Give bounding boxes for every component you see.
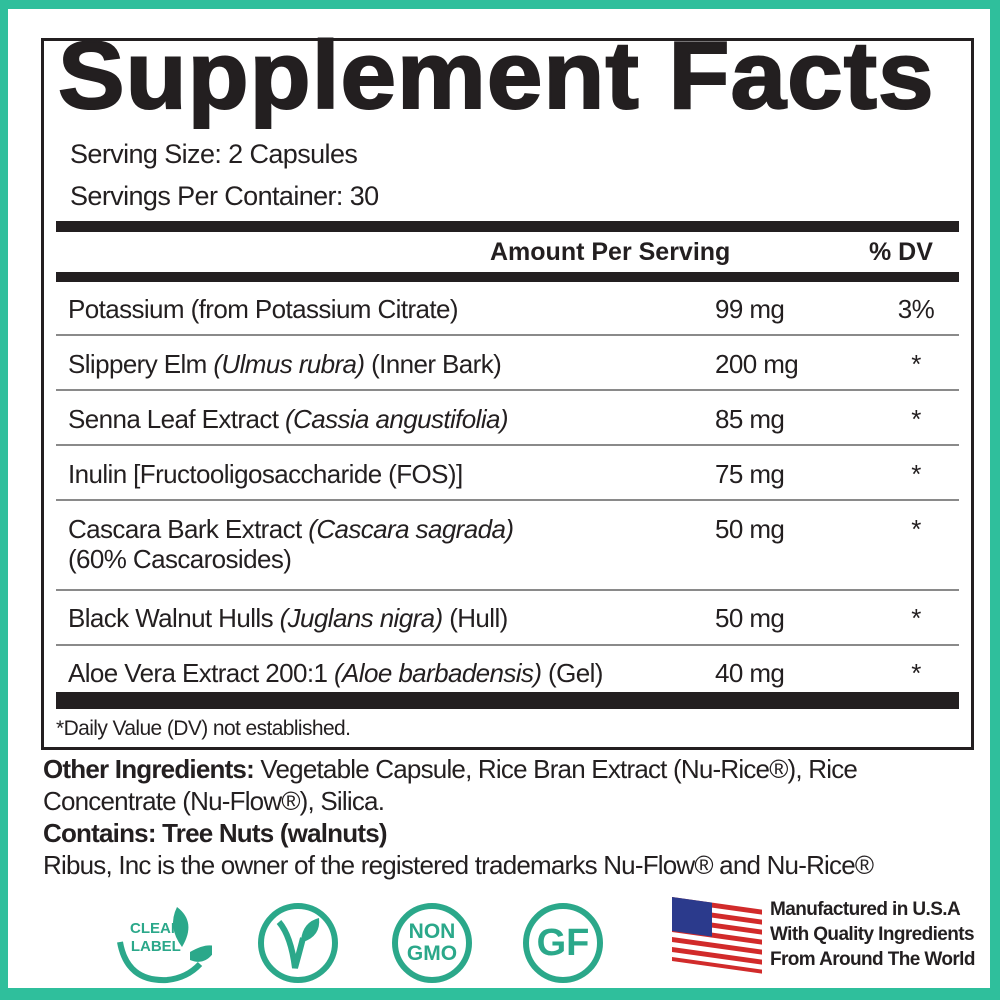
label-page: Supplement Facts Serving Size: 2 Capsule… — [8, 9, 990, 988]
row-divider — [56, 644, 959, 646]
trademark-notice: Ribus, Inc is the owner of the registere… — [43, 850, 874, 880]
non-gmo-badge: NON GMO — [392, 903, 472, 983]
footnote: *Daily Value (DV) not established. — [56, 717, 351, 740]
gmo-text: GMO — [406, 942, 458, 965]
ingredient-name: Inulin [Fructooligosaccharide (FOS)] — [68, 459, 463, 489]
ingredient-dv: 3% — [897, 294, 935, 324]
divider-thick — [56, 272, 959, 282]
divider-thick — [56, 221, 959, 232]
other-ingredients: Other Ingredients: Vegetable Capsule, Ri… — [43, 754, 858, 784]
ingredient-dv: * — [911, 658, 921, 688]
amount-header: Amount Per Serving — [490, 238, 731, 266]
ingredient-amount: 200 mg — [715, 349, 799, 379]
ingredient-name: Aloe Vera Extract 200:1 (Aloe barbadensi… — [68, 658, 603, 688]
ingredient-amount: 50 mg — [715, 514, 785, 544]
ingredient-name: Black Walnut Hulls (Juglans nigra) (Hull… — [68, 603, 508, 633]
row-divider — [56, 499, 959, 501]
gluten-free-badge: GF — [523, 903, 603, 983]
ingredient-amount: 99 mg — [715, 294, 785, 324]
vegan-badge — [258, 903, 338, 983]
ingredient-dv: * — [911, 603, 921, 633]
ingredient-dv: * — [911, 349, 921, 379]
ingredient-dv: * — [911, 514, 921, 544]
ingredient-amount: 50 mg — [715, 603, 785, 633]
v-leaf-icon — [276, 917, 320, 969]
serving-size: Serving Size: 2 Capsules — [70, 139, 358, 169]
other-ingredients-text: Vegetable Capsule, Rice Bran Extract (Nu… — [253, 754, 858, 784]
ingredient-amount: 75 mg — [715, 459, 785, 489]
row-divider — [56, 444, 959, 446]
servings-per-container: Servings Per Container: 30 — [70, 181, 379, 211]
allergen-statement: Contains: Tree Nuts (walnuts) — [43, 818, 388, 848]
ingredient-name: Cascara Bark Extract (Cascara sagrada) (6… — [68, 514, 514, 574]
usa-line: From Around The World — [770, 949, 975, 970]
non-text: NON — [408, 920, 456, 943]
other-ingredients-line2: Concentrate (Nu-Flow®), Silica. — [43, 786, 385, 816]
clean-label-icon: CLEAN LABEL — [112, 902, 217, 987]
made-in-usa-text: Manufactured in U.S.A With Quality Ingre… — [770, 897, 975, 972]
ingredient-name: Potassium (from Potassium Citrate) — [68, 294, 459, 324]
ingredient-name: Senna Leaf Extract (Cassia angustifolia) — [68, 404, 509, 434]
divider-thick — [56, 692, 959, 709]
row-divider — [56, 389, 959, 391]
label-text: LABEL — [130, 938, 181, 955]
ingredient-dv: * — [911, 404, 921, 434]
ingredient-amount: 85 mg — [715, 404, 785, 434]
row-divider — [56, 334, 959, 336]
us-flag-icon — [672, 897, 764, 975]
ingredient-dv: * — [911, 459, 921, 489]
ingredient-amount: 40 mg — [715, 658, 785, 688]
usa-line: Manufactured in U.S.A — [770, 899, 961, 920]
supplement-facts-panel: Supplement Facts Serving Size: 2 Capsule… — [41, 27, 974, 750]
panel-title: Supplement Facts — [57, 22, 935, 129]
ingredient-name: Slippery Elm (Ulmus rubra) (Inner Bark) — [68, 349, 502, 379]
row-divider — [56, 589, 959, 591]
clean-text: CLEAN — [130, 920, 182, 937]
dv-header: % DV — [869, 238, 933, 266]
other-ingredients-label: Other Ingredients: — [43, 754, 255, 784]
usa-line: With Quality Ingredients — [770, 924, 975, 945]
